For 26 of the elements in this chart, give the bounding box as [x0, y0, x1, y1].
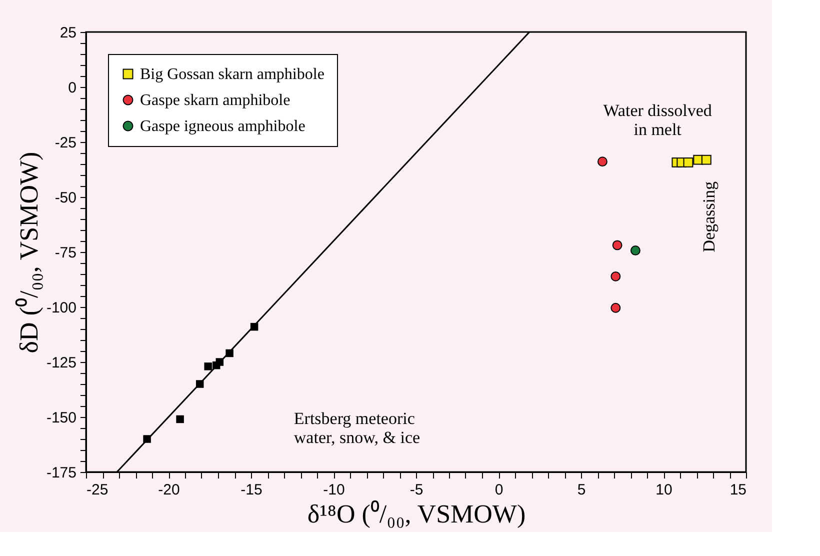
x-tick-label: 5: [577, 482, 586, 498]
legend-label: Gaspe igneous amphibole: [140, 118, 306, 135]
y-tick-label: 0: [68, 80, 76, 96]
y-tick-label: -150: [46, 410, 76, 426]
y-tick-label: -125: [46, 354, 76, 372]
annotation: Degassing: [700, 180, 719, 252]
y-tick-label: -100: [46, 300, 76, 316]
legend-label: Big Gossan skarn amphibole: [140, 66, 324, 83]
x-tick-label: -10: [323, 482, 345, 498]
x-tick-label: -25: [86, 482, 108, 498]
x-tick-label: -15: [240, 482, 262, 498]
x-tick-label: 0: [494, 482, 504, 498]
y-tick-label: 25: [60, 24, 76, 42]
y-tick-label: -75: [54, 244, 76, 262]
x-tick-label: 10: [656, 482, 672, 498]
x-tick-label: 15: [730, 482, 746, 498]
legend-label: Gaspe skarn amphibole: [140, 92, 290, 109]
y-tick-label: -50: [54, 190, 76, 206]
y-tick-label: -25: [54, 134, 76, 152]
annotation: Ertsberg meteoric water, snow, & ice: [294, 409, 420, 448]
x-tick-label: -5: [410, 482, 424, 498]
y-tick-label: -175: [46, 464, 76, 482]
x-axis-title: δ¹⁸O (⁰/₀₀, VSMOW): [307, 500, 526, 528]
annotation: Water dissolved in melt: [603, 101, 712, 140]
x-tick-label: -20: [158, 482, 180, 498]
y-axis-title: δD (⁰/₀₀, VSMOW): [14, 152, 44, 354]
